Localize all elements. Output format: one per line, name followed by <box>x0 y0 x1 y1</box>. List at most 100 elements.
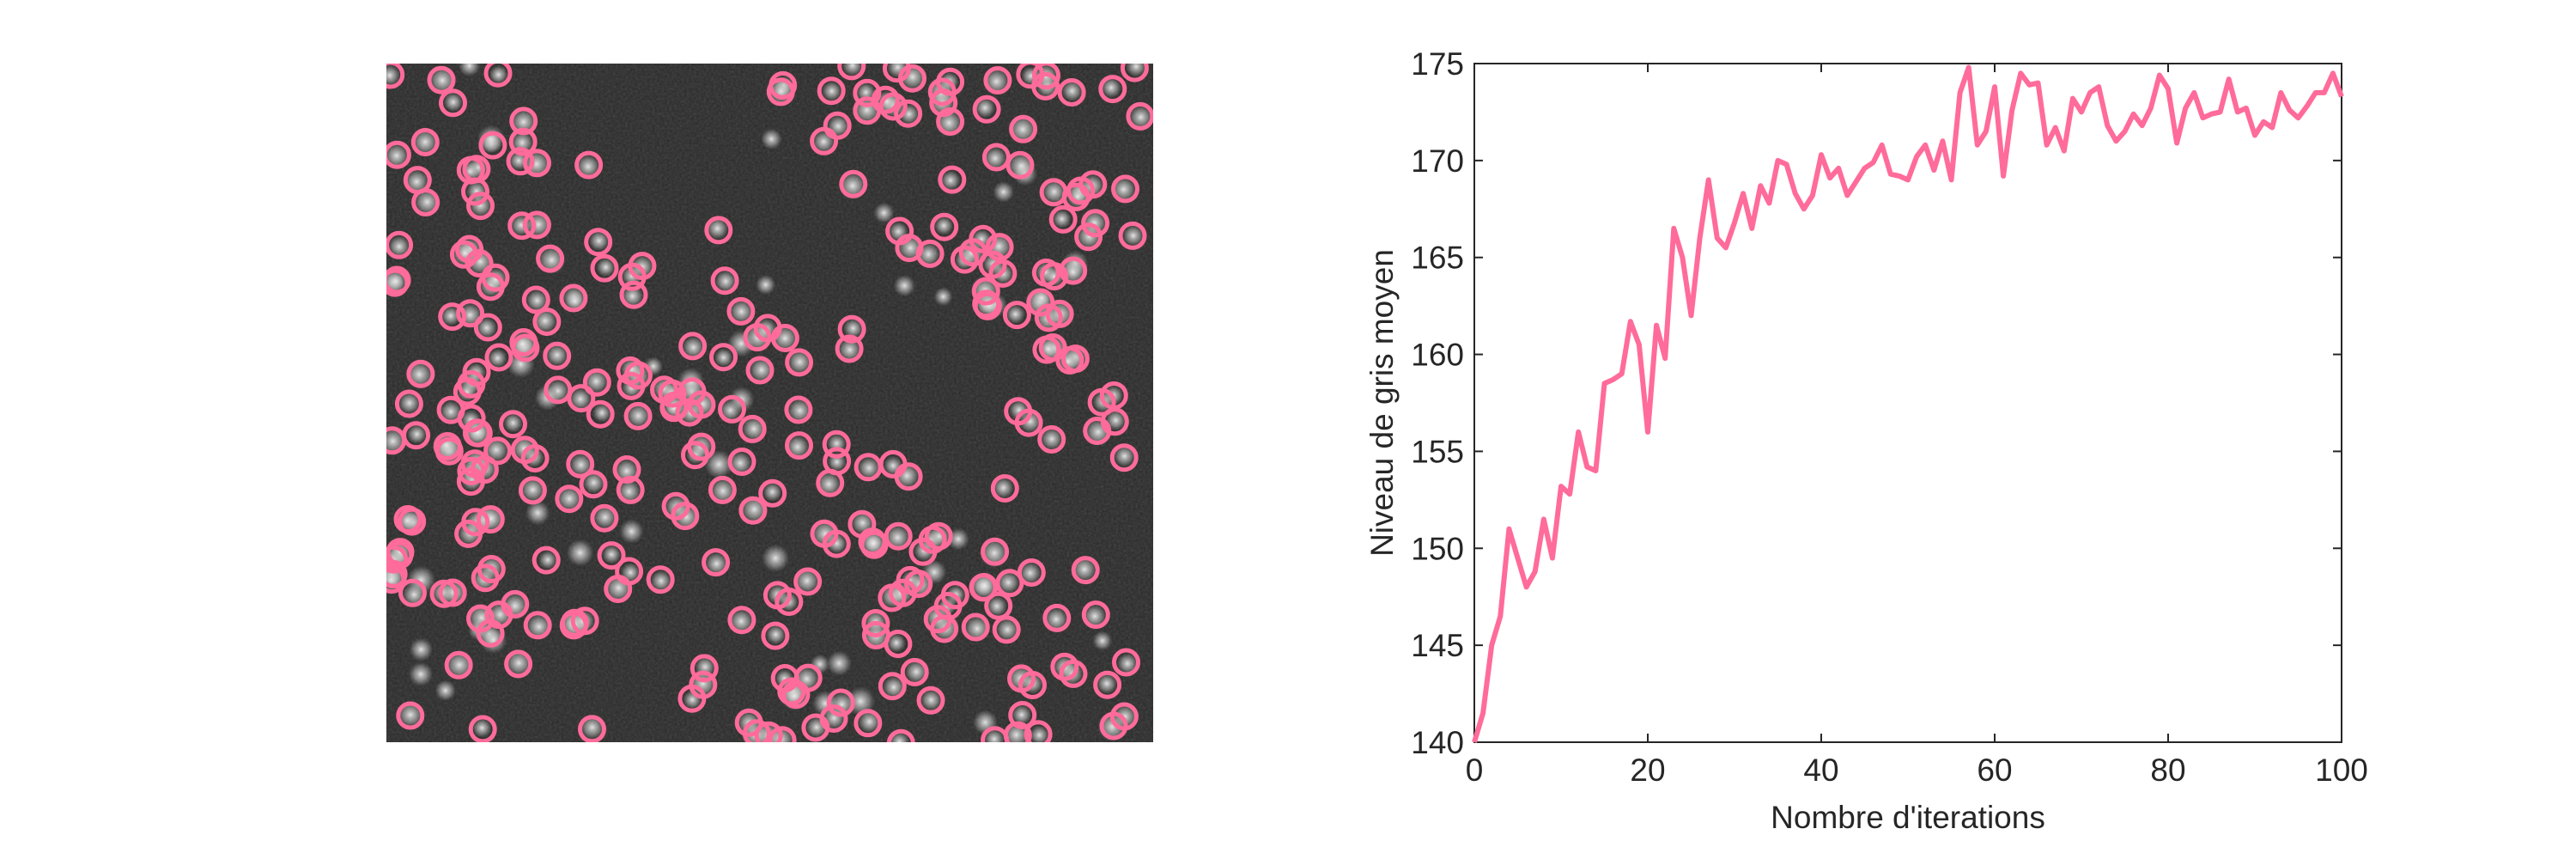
detection-circle <box>888 578 917 607</box>
detection-circle <box>817 76 846 106</box>
detection-circle <box>484 343 513 372</box>
detection-circle <box>566 449 595 478</box>
detection-circle <box>604 575 633 603</box>
detection-circle <box>478 131 507 160</box>
detection-circle <box>793 567 823 596</box>
detection-circle <box>894 99 923 128</box>
detection-circle <box>1032 335 1061 364</box>
detection-circle <box>793 663 823 692</box>
detection-circle <box>973 291 1002 320</box>
detection-circle <box>386 265 411 295</box>
detection-circle <box>1071 556 1100 585</box>
detection-circle <box>586 399 615 429</box>
detection-circle <box>523 611 552 640</box>
detection-circle <box>386 545 409 574</box>
detection-circle <box>1042 603 1072 632</box>
detection-circle <box>969 573 998 602</box>
detection-circle <box>438 578 467 607</box>
detection-circle <box>466 192 495 221</box>
detection-circle <box>386 140 411 169</box>
detection-circle <box>983 66 1012 94</box>
detection-circle <box>1087 387 1116 417</box>
microscopy-image-panel <box>386 64 1153 742</box>
detection-circle <box>1126 101 1153 131</box>
detection-circle <box>884 521 913 551</box>
detection-circle <box>961 612 990 642</box>
detection-circle <box>579 470 608 499</box>
detection-circle <box>709 343 738 372</box>
detection-circle <box>777 677 806 706</box>
detection-circle <box>1048 204 1078 234</box>
detection-circle <box>738 496 768 525</box>
line-chart: 0 20 40 60 80 100 140 145 150 155 160 165 170 175 No… <box>1364 46 2368 835</box>
detection-circle <box>886 728 915 742</box>
detection-circle <box>436 395 465 424</box>
detection-circle <box>1059 256 1088 285</box>
detection-circle <box>758 478 787 508</box>
detection-circle <box>885 216 914 246</box>
x-tick-label: 40 <box>1803 753 1838 788</box>
detection-circle <box>745 356 775 385</box>
detection-circle <box>1004 397 1033 426</box>
detection-circle <box>532 308 562 336</box>
detection-circle <box>671 502 700 531</box>
detection-circle <box>470 455 499 484</box>
detection-circle <box>466 604 495 633</box>
detection-circle <box>835 334 864 363</box>
detection-circle <box>504 649 533 679</box>
y-tick-label: 155 <box>1411 434 1464 469</box>
detection-circle <box>522 210 551 240</box>
detection-circle <box>785 431 813 460</box>
detection-circle <box>971 277 1000 306</box>
detection-circle <box>616 475 645 504</box>
detection-circle <box>727 606 756 635</box>
detection-circle <box>1093 670 1122 699</box>
detection-circle <box>439 88 467 118</box>
detection-circle <box>473 313 502 342</box>
detection-circle <box>878 92 908 121</box>
detection-circle <box>1008 701 1037 729</box>
detection-circle <box>861 620 890 649</box>
detection-circle <box>584 228 613 257</box>
detection-circle <box>410 128 440 156</box>
x-tick-label: 60 <box>1977 753 2012 788</box>
detection-circle <box>753 314 782 343</box>
detection-circle <box>433 432 462 460</box>
detection-circle <box>456 299 485 328</box>
detection-circle <box>822 430 851 459</box>
detection-circle <box>754 721 783 742</box>
detection-circle <box>393 505 422 533</box>
detection-circle <box>871 85 900 114</box>
detection-circle <box>574 150 604 180</box>
detection-circle <box>690 654 719 683</box>
detection-circle <box>427 65 456 94</box>
detection-circle <box>1005 150 1035 180</box>
detection-circle <box>704 216 733 245</box>
detection-circle <box>816 468 845 497</box>
detection-circle <box>1083 417 1112 445</box>
detection-circle <box>1111 174 1139 204</box>
detection-circle <box>826 688 855 717</box>
detection-circles-layer <box>386 64 1153 742</box>
detection-circle <box>510 436 539 465</box>
detection-circle <box>628 252 657 281</box>
detection-circle <box>1074 222 1103 252</box>
detection-circle <box>543 341 572 370</box>
detection-circle <box>623 401 653 430</box>
detection-circle <box>559 283 588 313</box>
detection-circle <box>455 235 484 264</box>
detection-circle <box>1081 209 1110 238</box>
detection-circle <box>819 704 848 733</box>
y-axis-ticks: 140 145 150 155 160 165 170 175 <box>1411 46 2342 760</box>
detection-circle <box>1050 652 1079 681</box>
x-axis-ticks: 0 20 40 60 80 100 <box>1466 64 2368 788</box>
y-tick-label: 160 <box>1411 338 1464 373</box>
detection-circle <box>582 368 611 397</box>
detection-circle <box>992 615 1021 644</box>
detection-circle <box>981 537 1010 566</box>
detection-circle <box>509 328 538 357</box>
detection-circle <box>394 389 423 418</box>
detection-circle <box>930 212 959 241</box>
detection-circle <box>1002 301 1031 330</box>
detection-circle <box>523 149 551 178</box>
